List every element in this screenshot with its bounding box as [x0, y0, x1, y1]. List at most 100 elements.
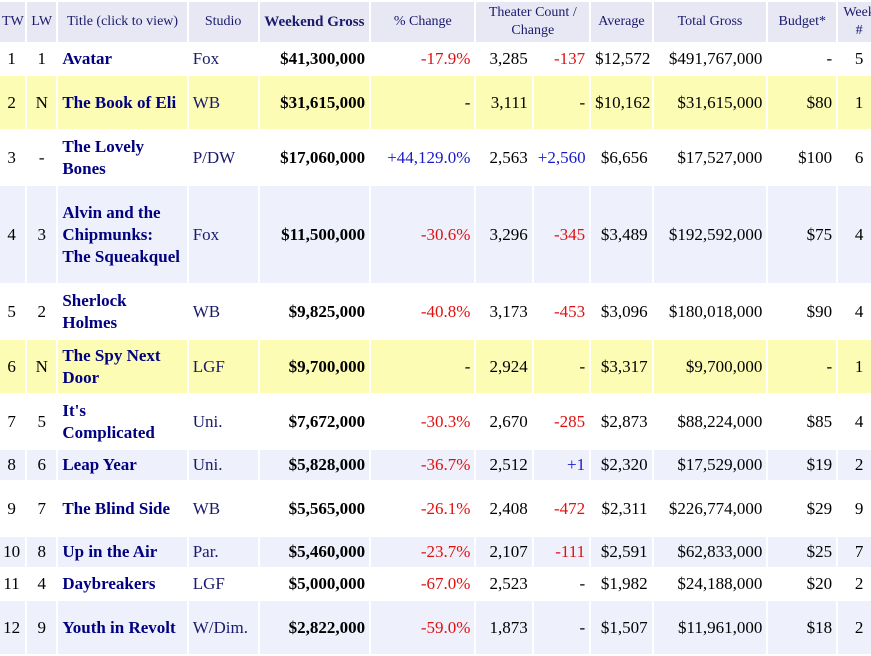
week-number-cell: 7 [838, 537, 871, 567]
studio-cell: LGF [188, 569, 258, 599]
theater-change-cell: -111 [533, 537, 590, 567]
rank-last-week: 6 [27, 450, 57, 480]
rank-last-week: 2 [27, 285, 57, 338]
theater-count-cell: 2,408 [476, 482, 532, 535]
rank-last-week: 9 [27, 601, 57, 654]
studio-cell: WB [188, 482, 258, 535]
rank-this-week: 12 [0, 601, 26, 654]
table-row: 12 9 Youth in Revolt W/Dim. $2,822,000 -59.0%… [0, 601, 871, 654]
theater-count-cell: 3,173 [476, 285, 532, 338]
header-theater-count: Theater Count / Change [476, 2, 590, 42]
total-gross-cell: $62,833,000 [653, 537, 767, 567]
theater-change-cell: -137 [533, 44, 590, 74]
budget-cell: $20 [768, 569, 837, 599]
week-number-cell: 9 [838, 482, 871, 535]
rank-this-week: 1 [0, 44, 26, 74]
movie-title-link[interactable]: The Book of Eli [58, 76, 187, 129]
theater-count-cell: 3,296 [476, 186, 532, 283]
movie-title-link[interactable]: The Blind Side [58, 482, 187, 535]
table-row: 8 6 Leap Year Uni. $5,828,000 -36.7% 2,512 +1 $2… [0, 450, 871, 480]
movie-title-link[interactable]: The Spy Next Door [58, 340, 187, 393]
header-budget: Budget* [768, 2, 837, 42]
table-row: 9 7 The Blind Side WB $5,565,000 -26.1% 2,408-… [0, 482, 871, 535]
rank-last-week: 3 [27, 186, 57, 283]
header-title[interactable]: Title (click to view) [58, 2, 187, 42]
average-cell: $10,162 [591, 76, 652, 129]
theater-count-cell: 2,523 [476, 569, 532, 599]
header-weekend-gross: Weekend Gross [259, 2, 370, 42]
studio-cell: Uni. [188, 395, 258, 448]
total-gross-cell: $24,188,000 [653, 569, 767, 599]
total-gross-cell: $9,700,000 [653, 340, 767, 393]
budget-cell: $18 [768, 601, 837, 654]
rank-this-week: 9 [0, 482, 26, 535]
weekend-gross-cell: $9,700,000 [259, 340, 370, 393]
header-week: Week # [838, 2, 871, 42]
theater-change-cell: - [533, 601, 590, 654]
rank-last-week: N [27, 76, 57, 129]
week-number-cell: 1 [838, 340, 871, 393]
total-gross-cell: $180,018,000 [653, 285, 767, 338]
header-lw: LW [27, 2, 57, 42]
weekend-gross-cell: $2,822,000 [259, 601, 370, 654]
rank-last-week: 5 [27, 395, 57, 448]
total-gross-cell: $31,615,000 [653, 76, 767, 129]
table-row: 1 1 Avatar Fox $41,300,000 -17.9% 3,285 -137 $12… [0, 44, 871, 74]
movie-title-link[interactable]: Avatar [58, 44, 187, 74]
theater-count-cell: 1,873 [476, 601, 532, 654]
average-cell: $2,591 [591, 537, 652, 567]
budget-cell: - [768, 44, 837, 74]
movie-title-link[interactable]: Alvin and the Chipmunks: The Squeakquel [58, 186, 187, 283]
pct-change-cell: -40.8% [371, 285, 475, 338]
theater-change-cell: -453 [533, 285, 590, 338]
movie-title-link[interactable]: Up in the Air [58, 537, 187, 567]
movie-title-link[interactable]: Leap Year [58, 450, 187, 480]
movie-title-link[interactable]: Daybreakers [58, 569, 187, 599]
table-row: 7 5 It's Complicated Uni. $7,672,000 -30.3% 2,… [0, 395, 871, 448]
average-cell: $6,656 [591, 131, 652, 184]
rank-this-week: 6 [0, 340, 26, 393]
week-number-cell: 2 [838, 569, 871, 599]
week-number-cell: 4 [838, 186, 871, 283]
theater-count-cell: 2,512 [476, 450, 532, 480]
studio-cell: WB [188, 285, 258, 338]
total-gross-cell: $88,224,000 [653, 395, 767, 448]
movie-title-link[interactable]: Sherlock Holmes [58, 285, 187, 338]
total-gross-cell: $491,767,000 [653, 44, 767, 74]
rank-this-week: 5 [0, 285, 26, 338]
movie-title-link[interactable]: It's Complicated [58, 395, 187, 448]
average-cell: $1,982 [591, 569, 652, 599]
studio-cell: W/Dim. [188, 601, 258, 654]
budget-cell: - [768, 340, 837, 393]
studio-cell: Uni. [188, 450, 258, 480]
weekend-gross-cell: $17,060,000 [259, 131, 370, 184]
rank-this-week: 11 [0, 569, 26, 599]
rank-last-week: 4 [27, 569, 57, 599]
movie-title-link[interactable]: The Lovely Bones [58, 131, 187, 184]
movie-title-link[interactable]: Youth in Revolt [58, 601, 187, 654]
budget-cell: $25 [768, 537, 837, 567]
theater-change-cell: - [533, 569, 590, 599]
week-number-cell: 4 [838, 285, 871, 338]
weekend-gross-cell: $31,615,000 [259, 76, 370, 129]
rank-this-week: 2 [0, 76, 26, 129]
budget-cell: $90 [768, 285, 837, 338]
average-cell: $3,096 [591, 285, 652, 338]
theater-count-cell: 3,111 [476, 76, 532, 129]
rank-last-week: - [27, 131, 57, 184]
theater-change-cell: +1 [533, 450, 590, 480]
pct-change-cell: -67.0% [371, 569, 475, 599]
pct-change-cell: -26.1% [371, 482, 475, 535]
weekend-gross-cell: $41,300,000 [259, 44, 370, 74]
theater-count-cell: 2,563 [476, 131, 532, 184]
week-number-cell: 2 [838, 601, 871, 654]
theater-change-cell: +2,560 [533, 131, 590, 184]
header-studio: Studio [188, 2, 258, 42]
studio-cell: Par. [188, 537, 258, 567]
budget-cell: $75 [768, 186, 837, 283]
budget-cell: $100 [768, 131, 837, 184]
average-cell: $3,317 [591, 340, 652, 393]
theater-count-cell: 3,285 [476, 44, 532, 74]
average-cell: $1,507 [591, 601, 652, 654]
